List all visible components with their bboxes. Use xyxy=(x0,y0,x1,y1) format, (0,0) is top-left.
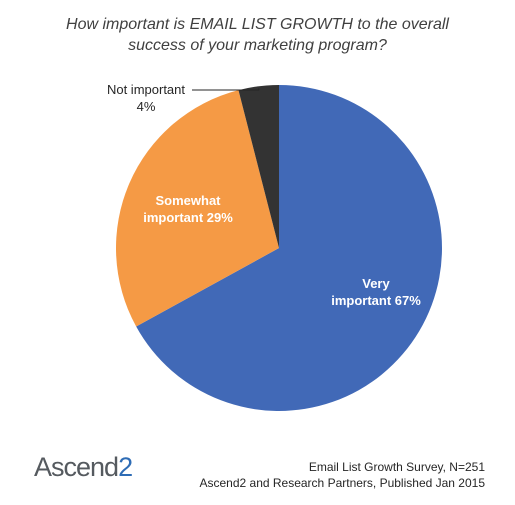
data-label-somewhat-important: important 29% xyxy=(143,210,233,225)
pie-slice-not-important xyxy=(238,85,279,248)
pie-slice-somewhat-important xyxy=(115,90,279,327)
logo-accent: 2 xyxy=(118,452,133,482)
source-line-2: Ascend2 and Research Partners, Published… xyxy=(199,476,485,490)
leader-line xyxy=(192,88,260,91)
data-label-not-important: Not important xyxy=(107,82,185,97)
source-line-1: Email List Growth Survey, N=251 xyxy=(308,460,485,474)
data-label-somewhat-important: Somewhat xyxy=(155,193,221,208)
pie-slice-very-important xyxy=(136,85,442,412)
data-label-very-important: important 67% xyxy=(331,293,421,308)
chart-title: How important is EMAIL LIST GROWTH to th… xyxy=(0,14,515,56)
logo-text: Ascend xyxy=(34,452,119,482)
data-label-very-important: Very xyxy=(362,276,390,291)
chart-title-line-2: success of your marketing program? xyxy=(128,37,387,54)
ascend2-logo: Ascend2 xyxy=(34,452,133,483)
data-label-not-important: 4% xyxy=(137,99,156,114)
source-note: Email List Growth Survey, N=251 Ascend2 … xyxy=(199,459,485,491)
chart-title-line-1: How important is EMAIL LIST GROWTH to th… xyxy=(66,16,449,33)
